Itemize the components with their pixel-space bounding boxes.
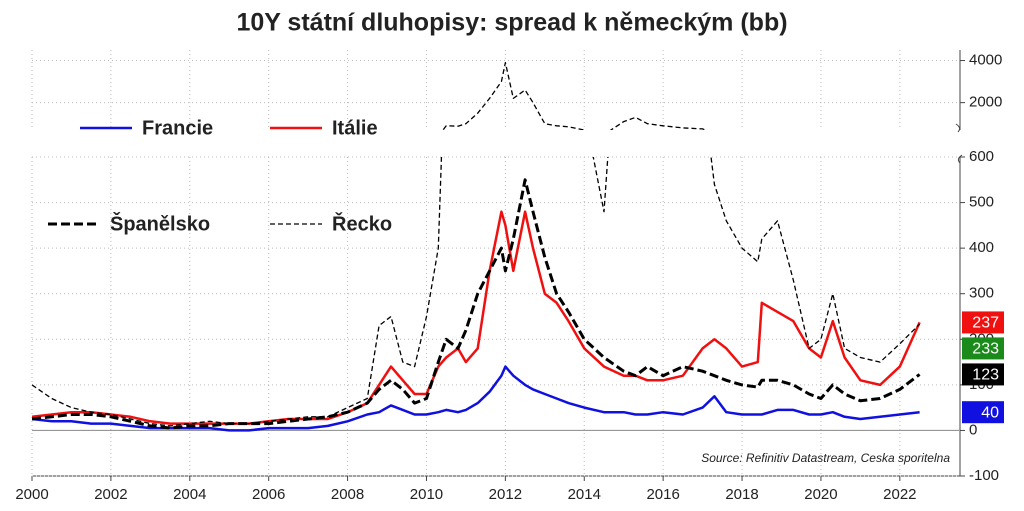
y-tick-label: 0: [969, 421, 977, 438]
lines: [32, 61, 921, 432]
y2-tick-label: 2000: [969, 94, 1002, 111]
value-label: 123: [972, 367, 999, 384]
value-label-bg: [962, 337, 1004, 360]
axis-break: [957, 154, 963, 164]
y-tick-label: 300: [969, 285, 994, 302]
y-tick-label: 500: [969, 194, 994, 211]
y2-tick-label: 4000: [969, 51, 1002, 68]
legend-label: Španělsko: [110, 211, 210, 235]
x-tick-label: 2002: [94, 486, 127, 503]
y-tick-label: 400: [969, 239, 994, 256]
x-tick-label: 2018: [725, 486, 758, 503]
series-line: [32, 157, 921, 427]
x-tick-label: 2004: [173, 486, 206, 503]
x-tick-label: 2014: [568, 486, 601, 503]
value-label: 233: [972, 341, 999, 358]
series-line: [32, 210, 921, 425]
x-tick-label: 2010: [410, 486, 443, 503]
grid: [31, 50, 965, 481]
value-label-bg: [962, 401, 1004, 424]
y-tick-label: -100: [969, 467, 999, 484]
series-line: [32, 365, 920, 432]
x-tick-label: 2008: [331, 486, 364, 503]
legend-label: Itálie: [332, 117, 378, 139]
x-tick-label: 2022: [883, 486, 916, 503]
x-tick-label: 2016: [646, 486, 679, 503]
source-note: Source: Refinitiv Datastream, Ceska spor…: [701, 451, 950, 465]
axis-break: [955, 123, 961, 133]
series-line: [442, 61, 708, 130]
chart-title: 10Y státní dluhopisy: spread k německým …: [236, 9, 787, 37]
x-tick-label: 2020: [804, 486, 837, 503]
series-line: [32, 142, 920, 145]
y-tick-label: 600: [969, 148, 994, 165]
legend-label: Francie: [142, 117, 213, 139]
legend-label: Řecko: [332, 211, 392, 235]
value-label-bg: [962, 363, 1004, 386]
value-label-bg: [962, 311, 1004, 334]
x-tick-label: 2000: [15, 486, 48, 503]
value-label: 237: [972, 315, 999, 332]
x-tick-label: 2006: [252, 486, 285, 503]
value-label: 40: [981, 404, 999, 421]
series-line: [32, 178, 921, 430]
x-tick-label: 2012: [489, 486, 522, 503]
